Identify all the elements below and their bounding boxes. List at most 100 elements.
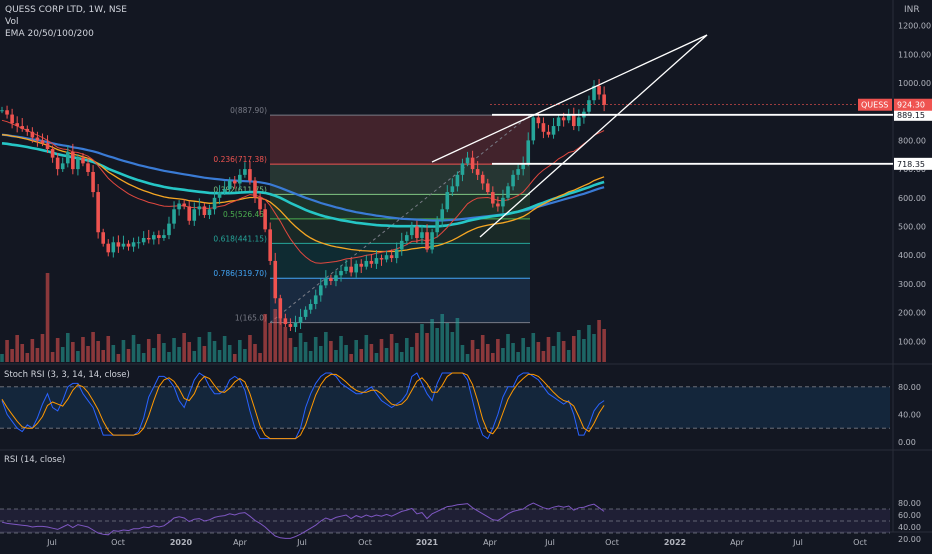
candle-body — [324, 278, 328, 286]
candle-body — [278, 298, 283, 319]
fib-level-label: 0.786(319.70) — [213, 269, 267, 278]
volume-bar — [571, 336, 576, 362]
volume-bar — [546, 337, 551, 362]
volume-bar — [582, 339, 586, 362]
volume-bar — [126, 349, 131, 362]
ema-legend: EMA 20/50/100/200 — [5, 29, 94, 39]
time-tick-label: Apr — [233, 538, 248, 547]
candle-body — [536, 117, 541, 124]
rsi-axis-label: 20.00 — [898, 535, 921, 544]
volume-bar — [106, 336, 111, 362]
stoch-band — [0, 386, 890, 429]
candle-body — [15, 123, 19, 127]
candle-body — [177, 203, 181, 210]
volume-bar — [227, 345, 232, 362]
fib-level-label: 0.382(611.75) — [213, 185, 267, 194]
candle-body — [146, 237, 151, 240]
volume-bar — [207, 332, 212, 362]
volume-bar — [268, 323, 272, 362]
candle-body — [273, 260, 278, 299]
volume-bar — [369, 344, 374, 362]
volume-bar — [30, 339, 35, 362]
level-price-label: 718.35 — [897, 160, 925, 169]
volume-bar — [597, 320, 601, 362]
candle-body — [354, 263, 358, 273]
candle-body — [450, 186, 455, 193]
volume-bar — [263, 314, 267, 362]
fib-zone — [270, 194, 530, 219]
volume-bar — [511, 343, 515, 362]
candle-body — [318, 285, 323, 296]
volume-bar — [40, 334, 45, 362]
volume-bar — [45, 273, 50, 362]
volume-bar — [485, 344, 490, 362]
volume-bar — [465, 354, 470, 362]
time-tick-label: Apr — [483, 538, 498, 547]
volume-bar — [435, 328, 439, 362]
candle-body — [602, 94, 606, 105]
candle-body — [496, 203, 500, 207]
candle-body — [65, 151, 70, 164]
volume-bar — [602, 329, 606, 362]
candle-body — [435, 220, 439, 233]
volume-bar — [65, 333, 70, 362]
candle-body — [460, 163, 465, 175]
volume-bar — [455, 318, 460, 362]
volume-bar — [561, 341, 566, 362]
volume-bar — [238, 340, 242, 362]
volume-bar — [116, 354, 121, 362]
volume-bar — [349, 354, 353, 362]
candle-body — [329, 278, 333, 282]
candle-body — [561, 117, 566, 121]
candle-body — [141, 237, 146, 243]
volume-bar — [131, 335, 136, 362]
candle-body — [298, 316, 303, 323]
volume-bar — [566, 350, 571, 362]
candle-body — [551, 126, 556, 135]
candle-body — [516, 169, 520, 175]
candle-body — [217, 192, 222, 198]
candle-body — [50, 149, 55, 158]
volume-bar — [86, 346, 90, 362]
candle-body — [111, 242, 116, 253]
volume-bar — [405, 338, 409, 362]
candle-body — [415, 226, 419, 238]
fib-trend-line — [269, 114, 531, 324]
volume-bar — [167, 352, 171, 362]
candle-body — [222, 189, 227, 193]
price-tick-label: 1000.00 — [898, 79, 931, 88]
candle-body — [308, 303, 313, 310]
candle-body — [263, 209, 267, 230]
stoch-axis-label: 80.00 — [898, 383, 921, 392]
volume-bar — [420, 324, 424, 362]
volume-bar — [10, 349, 14, 362]
candle-body — [405, 235, 409, 241]
volume-bar — [81, 337, 85, 362]
fib-zone — [270, 278, 530, 323]
candle-body — [521, 163, 525, 170]
volume-bar — [253, 344, 257, 362]
candle-body — [167, 223, 171, 236]
fib-level-label: 1(165.0) — [235, 314, 267, 323]
candle-body — [546, 131, 551, 135]
candle-body — [344, 266, 348, 271]
rsi-axis-label: 80.00 — [898, 499, 921, 508]
stoch-k-line — [1, 372, 605, 440]
volume-bar — [389, 334, 394, 362]
volume-bar — [187, 342, 192, 362]
fib-level-label: 0.5(526.45) — [223, 210, 267, 219]
candle-body — [5, 110, 9, 115]
fib-zone — [270, 218, 530, 244]
candle-body — [91, 171, 95, 193]
volume-bar — [152, 348, 156, 362]
ema-100-line — [1, 142, 605, 228]
volume-bar — [425, 333, 429, 362]
volume-bar — [248, 335, 252, 362]
candle-body — [364, 260, 369, 267]
volume-bar — [384, 348, 389, 362]
candle-body — [202, 206, 207, 216]
price-tick-label: 1200.00 — [898, 22, 931, 31]
stoch-d-line — [1, 372, 605, 440]
fib-level-label: 0(887.90) — [230, 106, 267, 115]
